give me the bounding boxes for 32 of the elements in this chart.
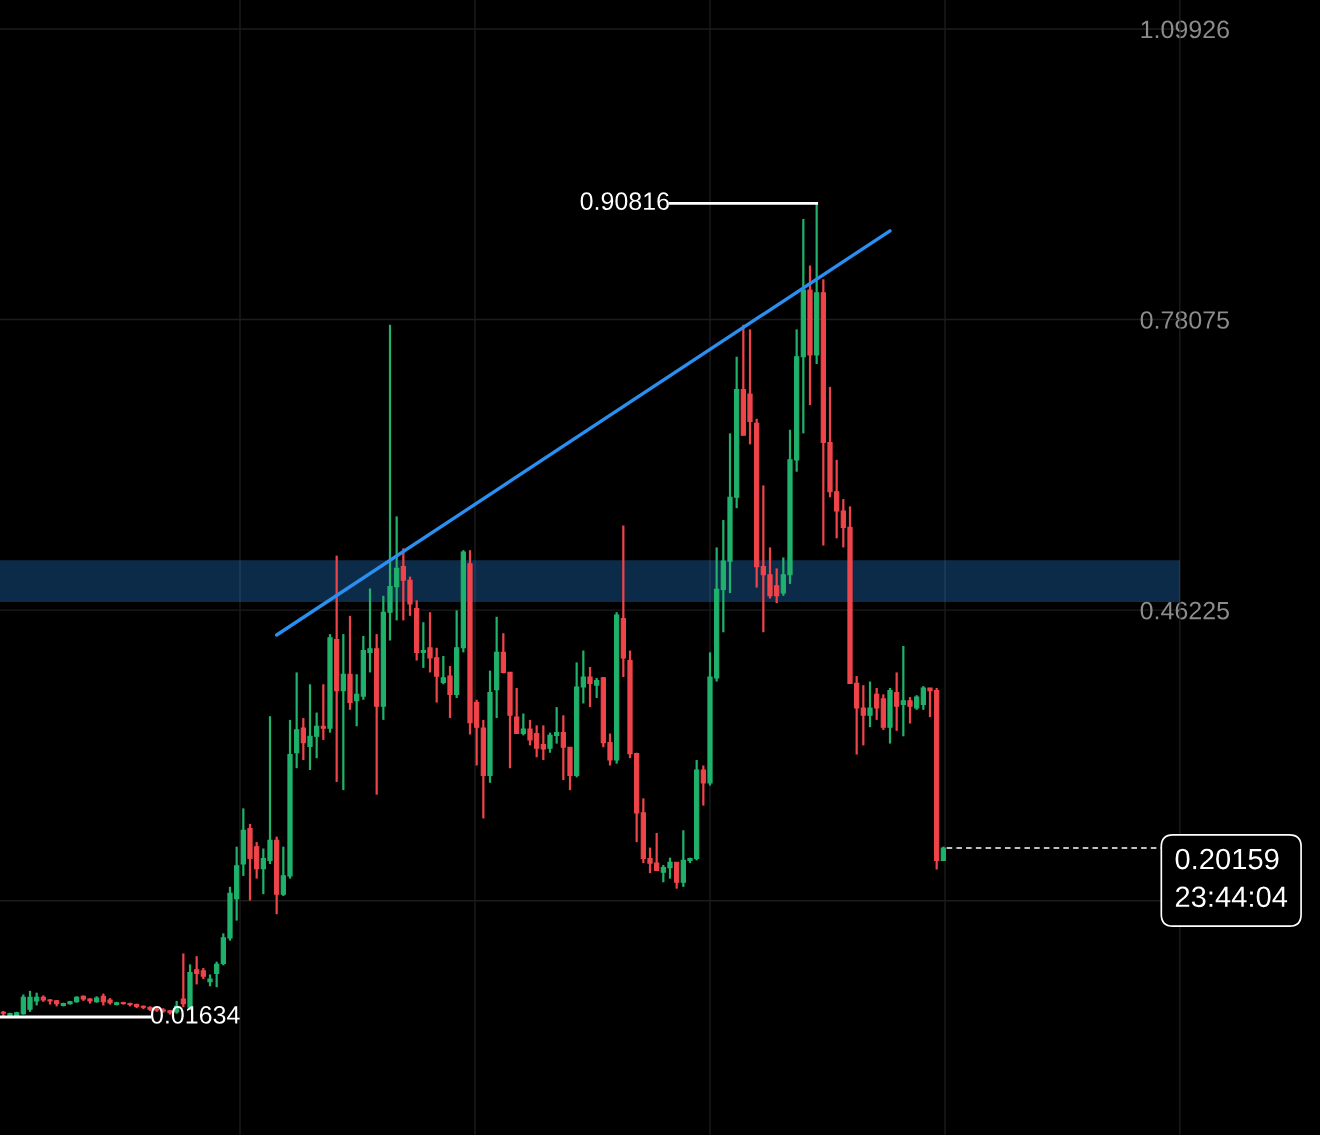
candlestick [700, 764, 706, 807]
candlestick [340, 632, 346, 792]
y-tick-label: 0.46225 [1140, 601, 1229, 620]
candlestick [447, 664, 453, 720]
candlestick [354, 673, 360, 728]
candlestick [920, 685, 926, 711]
candlestick [520, 712, 526, 737]
annotation: 23:44:04 [1175, 886, 1288, 908]
candlestick [194, 955, 200, 986]
candlestick [900, 644, 906, 738]
candlestick [214, 960, 220, 989]
annotation: 0.90816 [580, 192, 669, 211]
candlestick [540, 724, 546, 762]
candlestick [874, 686, 880, 721]
candlestick [894, 671, 900, 732]
y-tick-label: 1.09926 [1141, 20, 1229, 39]
candlestick [440, 654, 446, 686]
candlestick [294, 671, 300, 770]
candlestick [860, 684, 866, 747]
candlestick [320, 683, 326, 742]
candlestick [594, 676, 600, 700]
ref-line-label: 0.20159 [1175, 848, 1279, 870]
candlestick [580, 649, 586, 705]
candlestick [907, 695, 913, 725]
candlestick [867, 680, 873, 729]
candlestick [300, 716, 306, 762]
candlestick [587, 665, 593, 709]
candlestick [674, 861, 680, 890]
annotation: 0.01634 [150, 1006, 240, 1024]
candlestick [514, 686, 520, 735]
y-tick-label: 0.78075 [1140, 311, 1229, 329]
candlestick [420, 621, 426, 669]
